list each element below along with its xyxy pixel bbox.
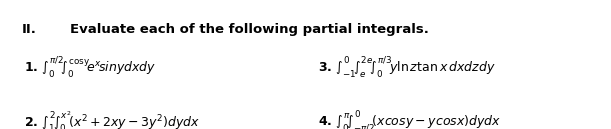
Text: 3. $\int_{-1}^{0}\!\int_e^{2e}\!\int_0^{\pi/3}\! y\ln z\tan x\,dxdzdy$: 3. $\int_{-1}^{0}\!\int_e^{2e}\!\int_0^{…: [318, 55, 496, 80]
Text: 2. $\int_1^{2}\!\int_0^{x^2}\!(x^2 + 2xy - 3y^2)dydx$: 2. $\int_1^{2}\!\int_0^{x^2}\!(x^2 + 2xy…: [24, 110, 200, 129]
Text: 1. $\int_0^{\pi/2}\!\int_0^{\rm cosy}\! e^x\!{\it sinydxdy}$: 1. $\int_0^{\pi/2}\!\int_0^{\rm cosy}\! …: [24, 55, 157, 80]
Text: Evaluate each of the following partial integrals.: Evaluate each of the following partial i…: [70, 23, 429, 36]
Text: II.: II.: [21, 23, 36, 36]
Text: 4. $\int_0^{\pi}\!\int_{-\pi/2}^{0}\!(xcosy - ycosx)dydx$: 4. $\int_0^{\pi}\!\int_{-\pi/2}^{0}\!(xc…: [318, 110, 501, 129]
